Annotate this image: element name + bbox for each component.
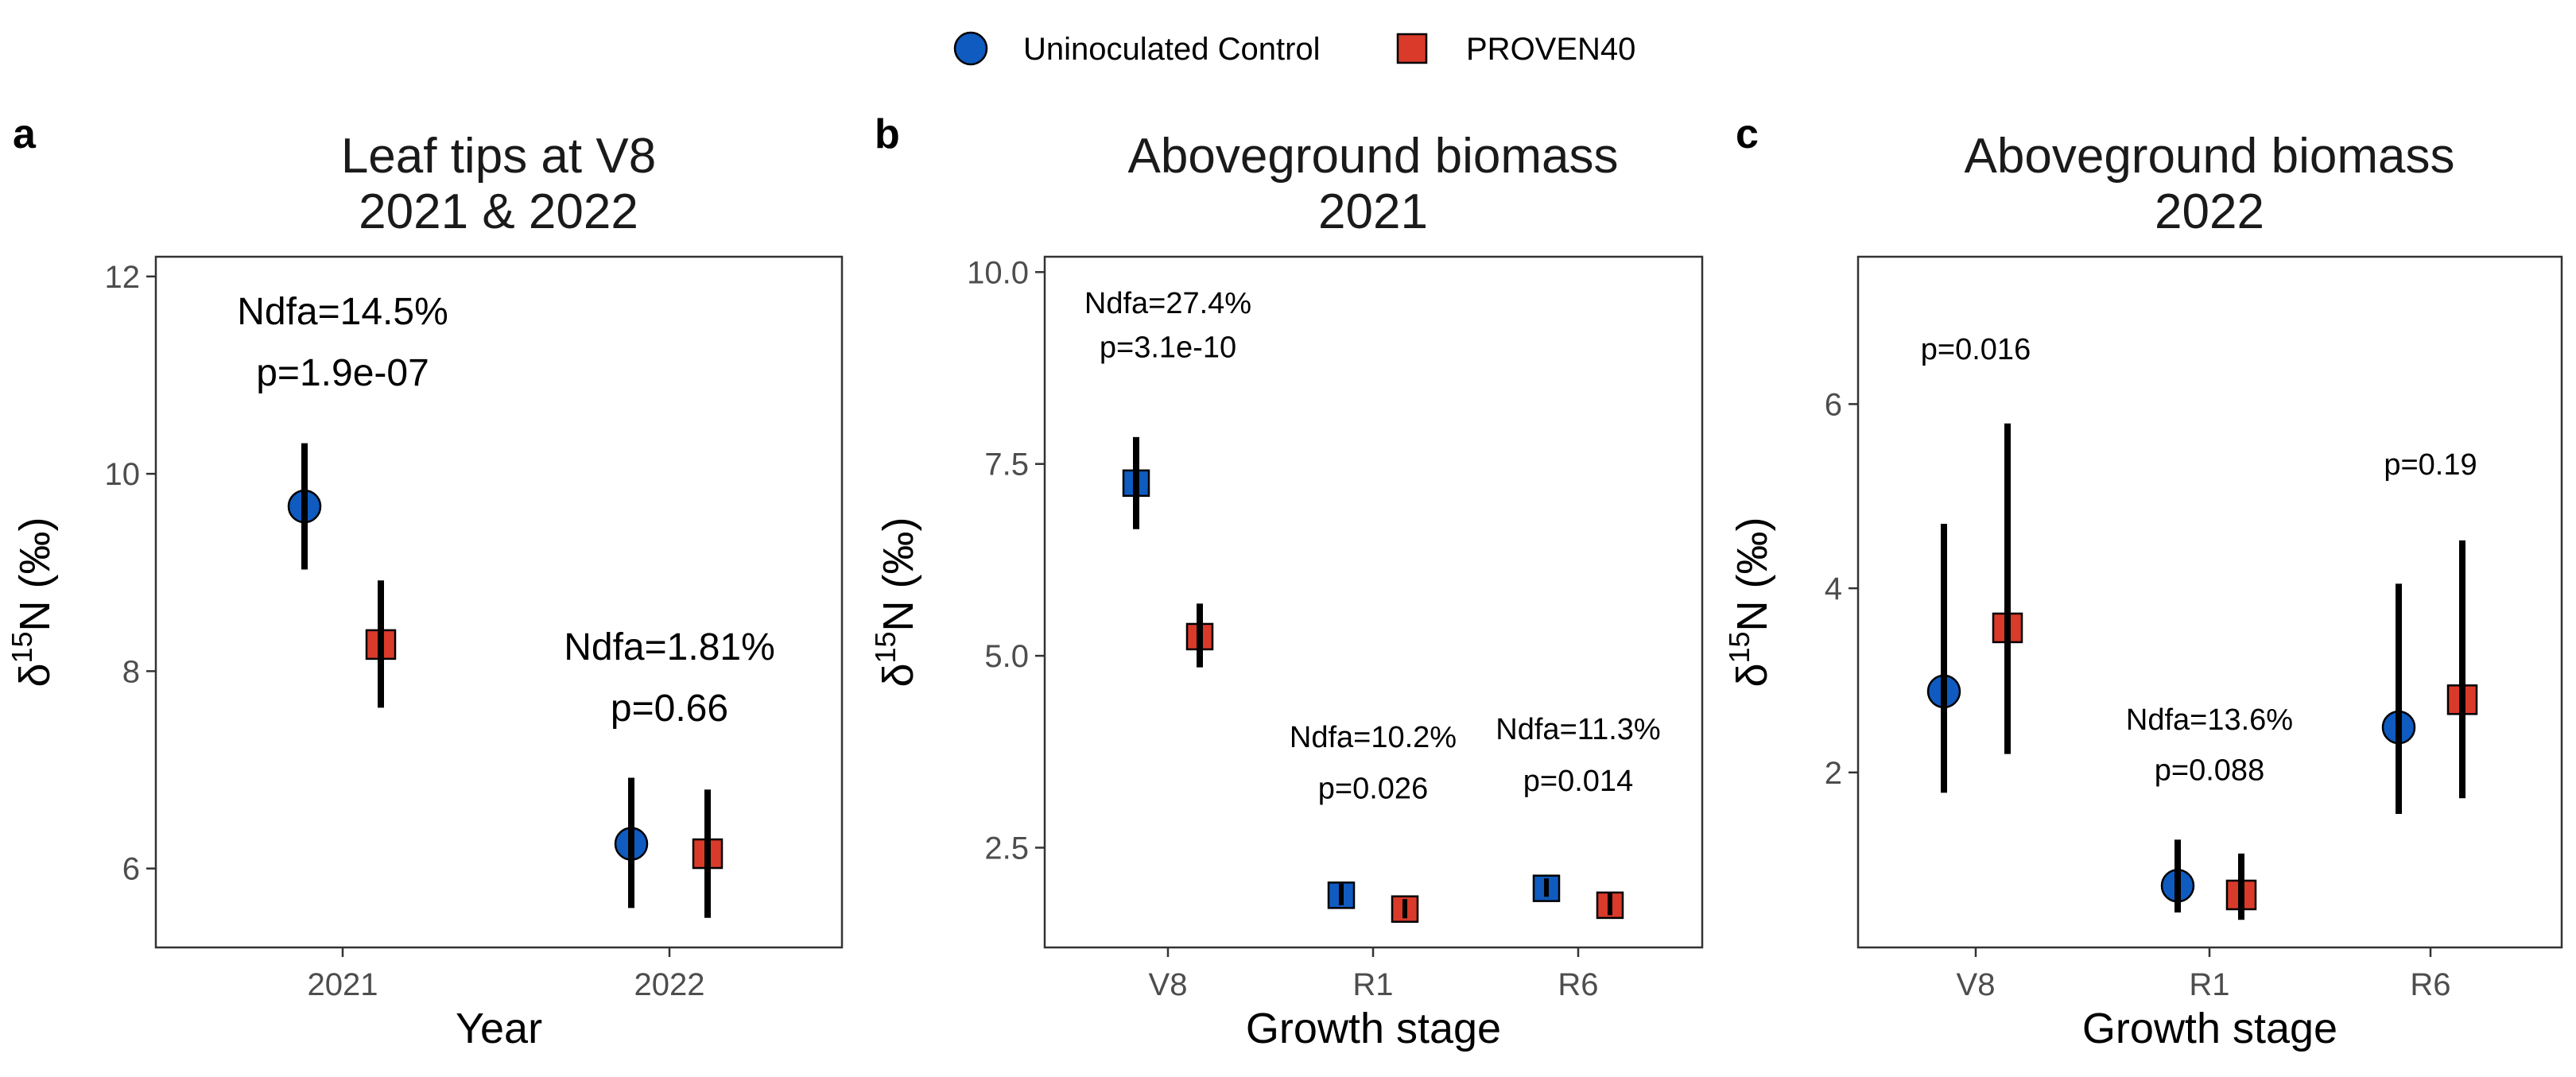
panel-label: a — [13, 111, 37, 157]
x-axis-label: Growth stage — [2082, 1005, 2337, 1052]
legend-item-2: PROVEN40 — [1396, 32, 1635, 67]
x-axis: V8 R1 R6 — [1149, 947, 1599, 1002]
x-tick-label: R6 — [2410, 967, 2450, 1002]
x-tick-label: R6 — [1558, 967, 1598, 1002]
legend-label: Uninoculated Control — [1023, 32, 1321, 67]
y-tick-label: 8 — [122, 654, 140, 689]
y-tick-label: 6 — [1825, 387, 1842, 422]
data-label: p=0.088 — [2155, 754, 2264, 788]
annotations: Ndfa=27.4% p=3.1e-10 Ndfa=10.2% p=0.026 Ndfa… — [1084, 287, 1661, 805]
data-label: Ndfa=1.81% — [564, 626, 775, 668]
y-tick-label: 4 — [1825, 571, 1842, 606]
y-tick-label: 7.5 — [984, 447, 1029, 482]
chart-title-line: 2021 & 2022 — [359, 184, 638, 239]
y-tick-label: 2 — [1825, 756, 1842, 791]
legend-label: PROVEN40 — [1466, 32, 1635, 67]
data-label: p=3.1e-10 — [1100, 331, 1236, 364]
y-tick-label: 10.0 — [967, 255, 1029, 290]
data-label: p=0.014 — [1523, 765, 1633, 798]
chart-title-line: Aboveground biomass — [1128, 129, 1619, 184]
series-1 — [287, 443, 649, 908]
y-tick-label: 12 — [105, 260, 141, 295]
annotations: p=0.016 Ndfa=13.6% p=0.088 p=0.19 — [1921, 333, 2477, 788]
y-tick-label: 2.5 — [984, 831, 1029, 866]
data-label: p=0.026 — [1318, 772, 1428, 805]
y-tick-label: 6 — [122, 852, 140, 887]
chart-title-line: 2022 — [2155, 184, 2264, 239]
y-axis-label: δ15N (‰) — [1723, 517, 1776, 687]
x-axis-label: Growth stage — [1246, 1005, 1501, 1052]
x-axis-label: Year — [456, 1005, 542, 1052]
series-2 — [1185, 603, 1624, 923]
data-label: Ndfa=11.3% — [1496, 713, 1660, 746]
series-2 — [365, 580, 724, 918]
annotations: Ndfa=14.5% p=1.9e-07 Ndfa=1.81% p=0.66 — [237, 291, 775, 730]
y-tick-label: 5.0 — [984, 639, 1029, 674]
x-axis: V8 R1 R6 — [1957, 947, 2451, 1002]
data-label: p=0.016 — [1921, 333, 2031, 366]
data-label: Ndfa=14.5% — [237, 291, 448, 333]
chart-title-line: Leaf tips at V8 — [341, 129, 656, 184]
y-axis: 2 4 6 — [1825, 387, 1858, 791]
x-tick-label: 2022 — [634, 967, 705, 1002]
panel-label: c — [1736, 111, 1759, 157]
y-tick-label: 10 — [105, 457, 141, 492]
data-label: p=1.9e-07 — [256, 352, 429, 394]
series-1 — [1926, 524, 2416, 912]
x-tick-label: R1 — [2189, 967, 2229, 1002]
x-tick-label: V8 — [1149, 967, 1188, 1002]
y-axis: 2.5 5.0 7.5 10.0 — [967, 255, 1045, 866]
legend-item-1: Uninoculated Control — [953, 31, 1321, 67]
legend: Uninoculated Control PROVEN40 — [953, 31, 1635, 67]
chart-title-line: 2021 — [1318, 184, 1428, 239]
data-label: Ndfa=27.4% — [1084, 287, 1251, 320]
series-1 — [1122, 436, 1561, 909]
x-tick-label: R1 — [1352, 967, 1393, 1002]
data-label: p=0.66 — [611, 688, 728, 730]
legend-square-icon — [1396, 33, 1428, 64]
legend-circle-icon — [953, 31, 988, 66]
x-tick-label: V8 — [1957, 967, 1996, 1002]
y-axis-label: δ15N (‰) — [6, 517, 59, 687]
plot-area — [154, 255, 844, 949]
x-axis: 2021 2022 — [308, 947, 705, 1002]
panel-label: b — [875, 111, 900, 157]
x-tick-label: 2021 — [308, 967, 378, 1002]
series-2 — [1992, 423, 2478, 920]
data-label: p=0.19 — [2384, 448, 2477, 482]
chart-title-line: Aboveground biomass — [1965, 129, 2455, 184]
y-axis-label: δ15N (‰) — [869, 517, 922, 687]
data-label: Ndfa=13.6% — [2126, 703, 2293, 737]
y-axis: 6 8 10 12 — [105, 260, 156, 887]
data-label: Ndfa=10.2% — [1290, 721, 1457, 754]
